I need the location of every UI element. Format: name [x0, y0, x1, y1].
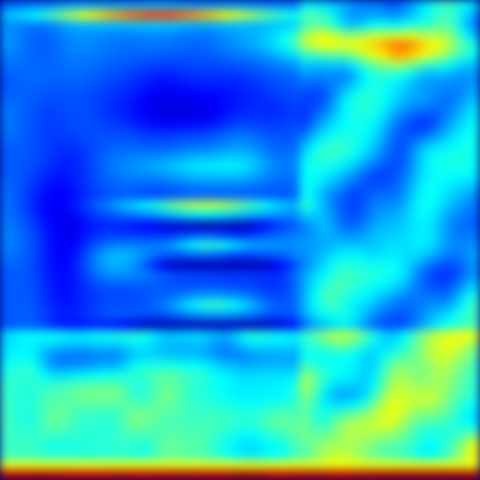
heatmap-image	[0, 0, 480, 480]
